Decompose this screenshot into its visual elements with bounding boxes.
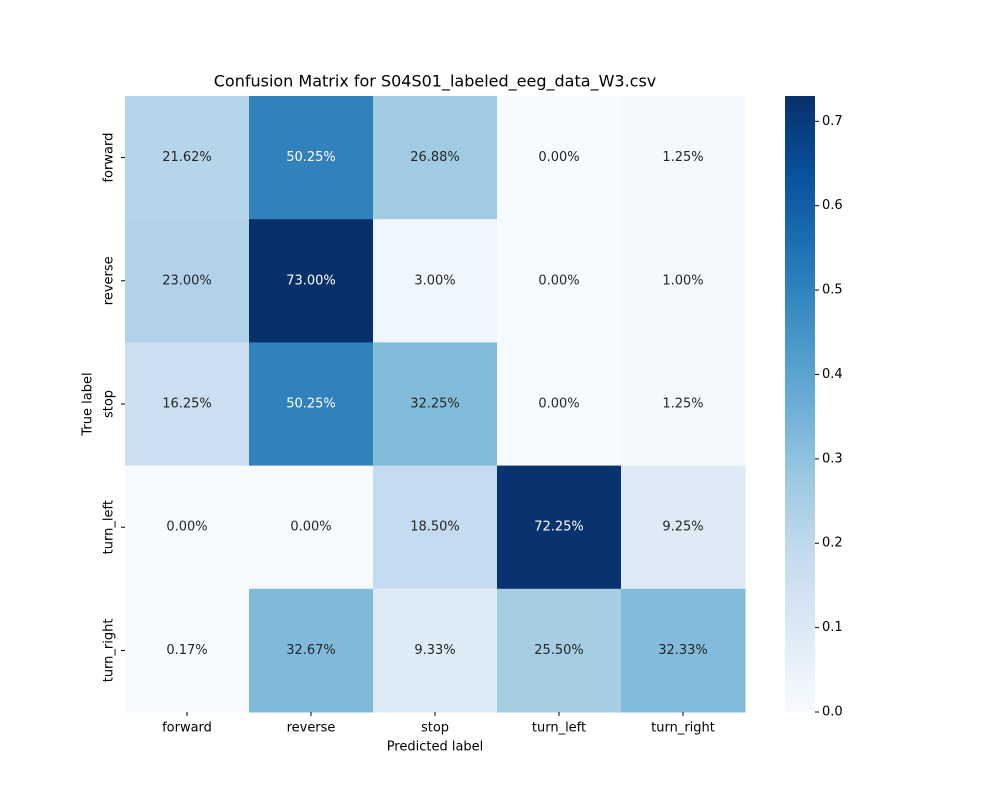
cell-label: 18.50% bbox=[410, 520, 460, 535]
cell-label: 0.17% bbox=[166, 643, 207, 658]
heatmap-cell bbox=[125, 96, 250, 220]
colorbar bbox=[785, 96, 815, 712]
x-axis-label: Predicted label bbox=[387, 740, 484, 755]
x-tick-label: reverse bbox=[287, 721, 336, 736]
colorbar-tick-label: 0.2 bbox=[822, 536, 843, 551]
heatmap-cell bbox=[125, 219, 250, 343]
x-tick-label: turn_left bbox=[532, 721, 586, 736]
colorbar-tick-label: 0.0 bbox=[822, 705, 843, 720]
cell-label: 72.25% bbox=[534, 520, 584, 535]
heatmap-cell bbox=[125, 342, 250, 467]
heatmap-cell bbox=[249, 588, 374, 713]
colorbar-tick-label: 0.4 bbox=[822, 367, 843, 382]
cell-label: 9.25% bbox=[662, 520, 703, 535]
heatmap-cell bbox=[497, 219, 622, 343]
cell-label: 21.62% bbox=[162, 150, 212, 165]
heatmap-cell bbox=[621, 96, 746, 220]
heatmap-cell bbox=[373, 219, 498, 343]
x-tick-label: stop bbox=[421, 721, 449, 736]
colorbar-tick-label: 0.3 bbox=[822, 451, 843, 466]
cell-label: 32.25% bbox=[410, 397, 460, 412]
heatmap-cell bbox=[497, 96, 622, 220]
y-tick-label: forward bbox=[102, 133, 117, 183]
heatmap-cell bbox=[125, 588, 250, 713]
heatmap-cell bbox=[125, 465, 250, 590]
heatmap-cell bbox=[249, 342, 374, 467]
cell-label: 26.88% bbox=[410, 150, 460, 165]
heatmap-cell bbox=[621, 342, 746, 467]
heatmap-cell bbox=[249, 465, 374, 590]
y-tick-label: turn_right bbox=[102, 619, 117, 683]
cell-label: 9.33% bbox=[414, 643, 455, 658]
colorbar-tick-label: 0.1 bbox=[822, 620, 843, 635]
cell-label: 1.25% bbox=[662, 397, 703, 412]
cell-label: 50.25% bbox=[286, 397, 336, 412]
y-tick-label: reverse bbox=[102, 256, 117, 305]
cell-label: 16.25% bbox=[162, 397, 212, 412]
heatmap-cell bbox=[373, 465, 498, 590]
cell-label: 1.00% bbox=[662, 273, 703, 288]
heatmap-cell bbox=[373, 96, 498, 220]
cell-label: 3.00% bbox=[414, 273, 455, 288]
colorbar-tick-label: 0.5 bbox=[822, 283, 843, 298]
heatmap-cell bbox=[249, 96, 374, 220]
heatmap-cell bbox=[497, 465, 622, 590]
heatmap-cell bbox=[497, 342, 622, 467]
cell-label: 25.50% bbox=[534, 643, 584, 658]
colorbar-tick-label: 0.6 bbox=[822, 198, 843, 213]
cell-label: 0.00% bbox=[166, 520, 207, 535]
heatmap-cell bbox=[249, 219, 374, 343]
cell-label: 0.00% bbox=[538, 150, 579, 165]
cell-label: 0.00% bbox=[290, 520, 331, 535]
heatmap-cell bbox=[497, 588, 622, 713]
y-tick-label: turn_left bbox=[102, 500, 117, 554]
heatmap-cell bbox=[373, 342, 498, 467]
heatmap-cell bbox=[373, 588, 498, 713]
cell-label: 50.25% bbox=[286, 150, 336, 165]
cell-label: 0.00% bbox=[538, 273, 579, 288]
y-tick-label: stop bbox=[102, 390, 117, 418]
x-tick-label: forward bbox=[162, 721, 212, 736]
colorbar-tick-label: 0.7 bbox=[822, 114, 843, 129]
cell-label: 23.00% bbox=[162, 273, 212, 288]
chart-title: Confusion Matrix for S04S01_labeled_eeg_… bbox=[214, 72, 657, 92]
heatmap-cell bbox=[621, 465, 746, 590]
heatmap-cell bbox=[621, 588, 746, 713]
cell-label: 32.33% bbox=[658, 643, 708, 658]
cell-label: 0.00% bbox=[538, 397, 579, 412]
heatmap-cell bbox=[621, 219, 746, 343]
cell-label: 32.67% bbox=[286, 643, 336, 658]
y-axis-label: True label bbox=[81, 372, 96, 436]
x-tick-label: turn_right bbox=[651, 721, 715, 736]
cell-label: 1.25% bbox=[662, 150, 703, 165]
cell-label: 73.00% bbox=[286, 273, 336, 288]
